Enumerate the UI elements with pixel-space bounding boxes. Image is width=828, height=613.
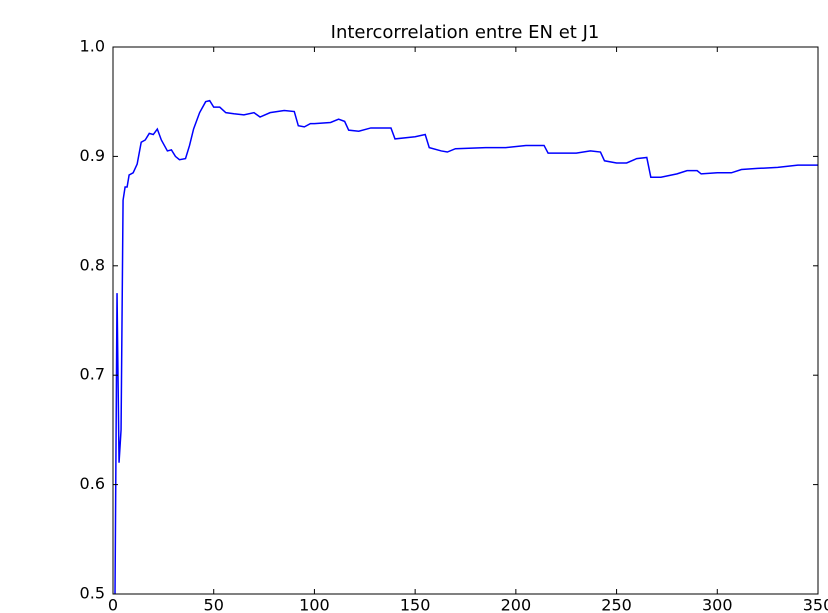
y-tick-label: 0.8	[80, 255, 105, 274]
x-tick-label: 100	[299, 596, 330, 613]
line	[114, 99, 818, 594]
x-tick-label: 0	[108, 596, 118, 613]
x-tick-label: 350	[803, 596, 828, 613]
y-tick-label: 0.9	[80, 146, 105, 165]
x-tick-label: 200	[501, 596, 532, 613]
y-tick-label: 0.5	[80, 584, 105, 603]
y-tick-label: 1.0	[80, 37, 105, 56]
x-tick-label: 250	[601, 596, 632, 613]
x-tick-label: 150	[400, 596, 431, 613]
y-tick-label: 0.6	[80, 474, 105, 493]
x-tick-label: 50	[204, 596, 224, 613]
x-tick-label: 300	[702, 596, 733, 613]
chart-title: Intercorrelation entre EN et J1	[331, 22, 600, 43]
plot-frame	[112, 46, 819, 595]
y-tick-label: 0.7	[80, 365, 105, 384]
